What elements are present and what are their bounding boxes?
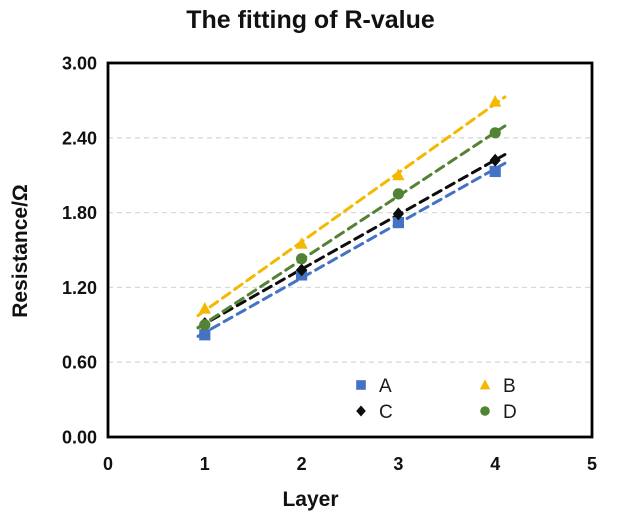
series-D-point-4 (489, 127, 501, 139)
series-B-point-3 (392, 168, 405, 181)
legend-marker-A (356, 380, 366, 390)
series-C-point-4 (489, 153, 501, 167)
y-axis-title: Resistance/Ω (9, 184, 32, 318)
series-A-point-1 (199, 329, 211, 341)
legend-label-B: B (503, 376, 516, 397)
legend-label-A: A (379, 376, 392, 397)
x-tick-2: 2 (297, 454, 307, 474)
series-D-point-3 (392, 188, 404, 200)
series-A-point-4 (489, 165, 501, 178)
legend-marker-C (356, 405, 366, 417)
trendline-D (196, 124, 507, 330)
x-axis-title: Layer (282, 488, 339, 511)
legend-label-D: D (503, 402, 517, 423)
x-tick-4: 4 (490, 454, 500, 474)
x-tick-1: 1 (200, 454, 210, 474)
legend-label-C: C (379, 402, 393, 423)
y-tick-0.60: 0.60 (62, 353, 97, 373)
series-B-point-1 (198, 301, 211, 314)
x-tick-3: 3 (393, 454, 403, 474)
trendline-A (196, 161, 507, 338)
y-tick-0.00: 0.00 (62, 428, 97, 448)
y-tick-3.00: 3.00 (62, 54, 97, 74)
x-tick-5: 5 (587, 454, 597, 474)
series-A-point-3 (392, 216, 404, 229)
series-D-point-2 (296, 253, 308, 265)
series-D-point-1 (199, 319, 211, 331)
trendline-C (196, 153, 507, 330)
legend-marker-D (480, 406, 490, 416)
plot-border (106, 61, 594, 439)
x-tick-0: 0 (103, 454, 113, 474)
legend-marker-B (479, 379, 491, 390)
y-tick-1.80: 1.80 (62, 203, 97, 223)
series-B-point-4 (489, 95, 502, 107)
trendline-B (196, 95, 507, 318)
y-tick-2.40: 2.40 (62, 128, 97, 148)
series-C-point-3 (392, 207, 404, 221)
y-tick-1.20: 1.20 (62, 278, 97, 298)
series-B-point-2 (295, 237, 308, 249)
series-C-point-2 (296, 263, 308, 277)
chart-title: The fitting of R-value (186, 6, 435, 34)
